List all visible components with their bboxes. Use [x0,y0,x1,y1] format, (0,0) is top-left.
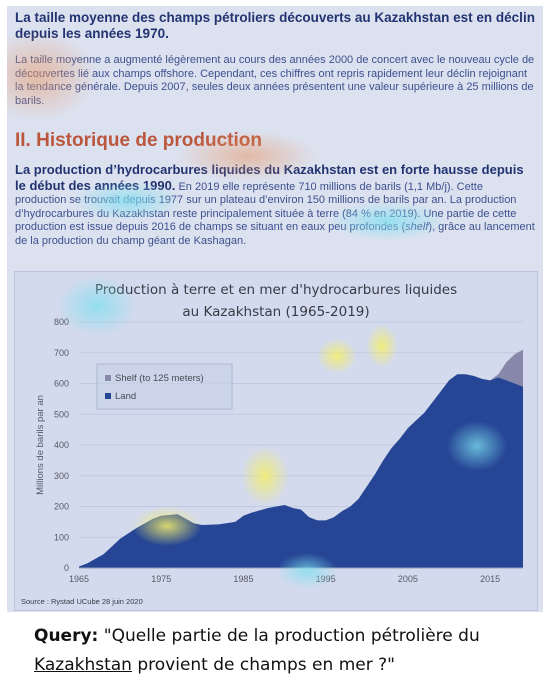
series-area-land [79,374,523,568]
y-tick-label: 800 [54,317,69,327]
y-tick-label: 100 [54,532,69,542]
document-page: La taille moyenne des champs pétroliers … [7,6,543,612]
chart-source: Source : Rystad UCube 28 juin 2020 [21,597,143,606]
legend-swatch-shelf [105,375,111,381]
x-tick-label: 2015 [480,574,500,584]
y-tick-label: 700 [54,348,69,358]
query-underlined-word: Kazakhstan [34,655,132,675]
y-tick-label: 600 [54,379,69,389]
production-chart-svg: Production à terre et en mer d'hydrocarb… [21,282,523,606]
legend-swatch-land [105,393,111,399]
x-tick-label: 1965 [69,574,89,584]
legend-box [96,363,233,410]
y-axis-label: Millions de barils par an [35,395,46,495]
query-label: Query: [34,626,99,646]
chart-title: Production à terre et en mer d'hydrocarb… [95,282,457,298]
y-tick-label: 500 [54,409,69,419]
paragraph-production: La production d’hydrocarbures liquides d… [15,163,535,248]
y-tick-label: 400 [54,440,69,450]
headline: La taille moyenne des champs pétroliers … [15,10,535,41]
chart-subtitle: au Kazakhstan (1965-2019) [182,304,369,320]
query-text-before: "Quelle partie de la production pétroliè… [98,626,480,646]
x-tick-label: 1985 [233,574,253,584]
query-text: Query: "Quelle partie de la production p… [34,622,544,680]
legend-label-land: Land [115,391,136,402]
y-tick-label: 0 [64,563,69,573]
y-tick-label: 300 [54,471,69,481]
paragraph-production-italic: shelf [405,221,429,233]
paragraph-average-size: La taille moyenne a augmenté légèrement … [15,54,535,107]
legend-label-shelf: Shelf (to 125 meters) [115,373,204,384]
x-tick-label: 1995 [316,574,336,584]
query-text-after: provient de champs en mer ?" [131,655,395,675]
y-tick-label: 200 [54,502,69,512]
paragraph-production-end: ), grâce au lancement de la production d… [15,221,535,247]
x-tick-label: 1975 [151,574,171,584]
x-tick-label: 2005 [398,574,418,584]
section-title: II. Historique de production [15,130,262,151]
production-chart: Production à terre et en mer d'hydrocarb… [14,271,538,611]
